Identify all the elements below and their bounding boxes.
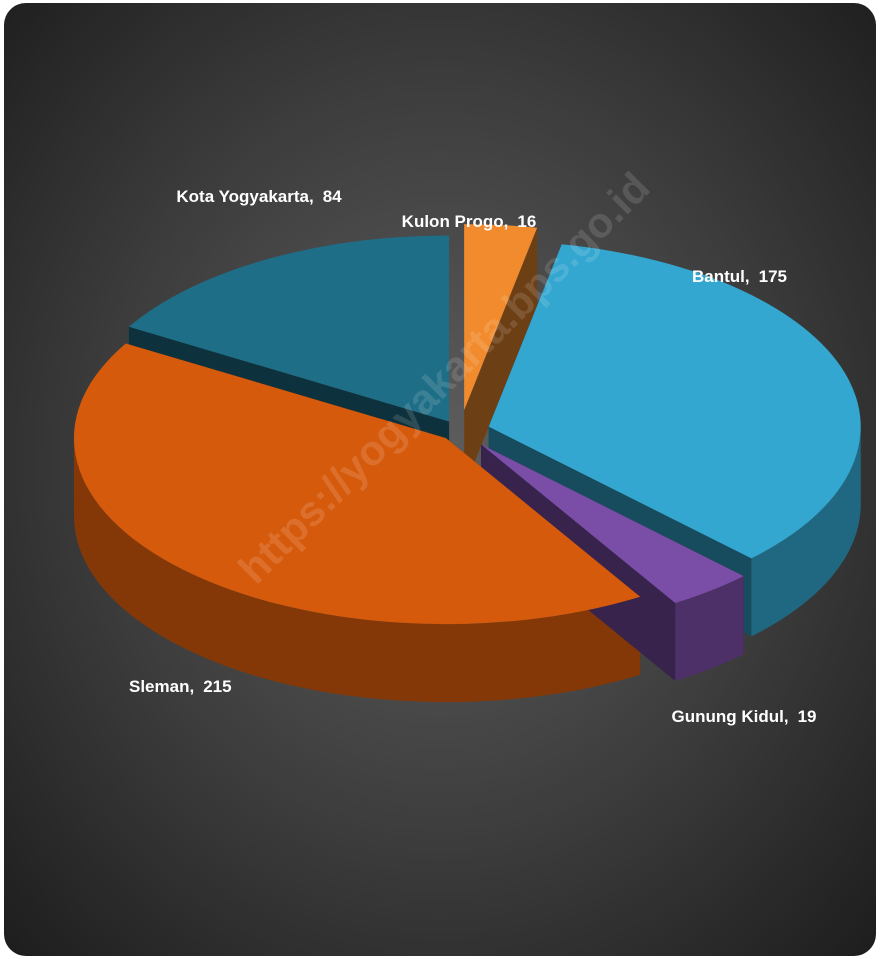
pie-slice bbox=[73, 343, 641, 625]
data-label: Bantul, 175 bbox=[692, 263, 852, 290]
slice-outer-side bbox=[751, 426, 861, 637]
value-label: 19 bbox=[797, 707, 817, 726]
slice-outer-side bbox=[73, 438, 641, 703]
category-label: Bantul, bbox=[692, 267, 750, 286]
category-label: Gunung Kidul, bbox=[671, 707, 789, 726]
value-label: 84 bbox=[322, 187, 342, 206]
data-label: Sleman, 215 bbox=[129, 673, 289, 700]
value-label: 175 bbox=[758, 267, 787, 286]
chart-frame: https://yogyakarta.bps.go.id Kulon Progo… bbox=[4, 3, 876, 956]
data-label: Kulon Progo, 16 bbox=[394, 208, 544, 235]
category-label: Kota Yogyakarta, bbox=[176, 187, 314, 206]
slice-tops bbox=[73, 224, 861, 625]
slice-radial-side bbox=[464, 227, 538, 489]
chart: https://yogyakarta.bps.go.id bbox=[73, 163, 861, 703]
value-label: 215 bbox=[203, 677, 232, 696]
data-label: Kota Yogyakarta, 84 bbox=[169, 183, 349, 210]
slice-outer-side bbox=[675, 576, 744, 681]
pie-slice bbox=[488, 244, 861, 559]
pie-slice bbox=[464, 224, 538, 411]
pie-slice bbox=[128, 235, 450, 422]
category-label: Kulon Progo, bbox=[401, 212, 509, 231]
pie-slice bbox=[481, 444, 744, 603]
data-label: Gunung Kidul, 19 bbox=[654, 703, 834, 730]
value-label: 16 bbox=[517, 212, 537, 231]
category-label: Sleman, bbox=[129, 677, 195, 696]
